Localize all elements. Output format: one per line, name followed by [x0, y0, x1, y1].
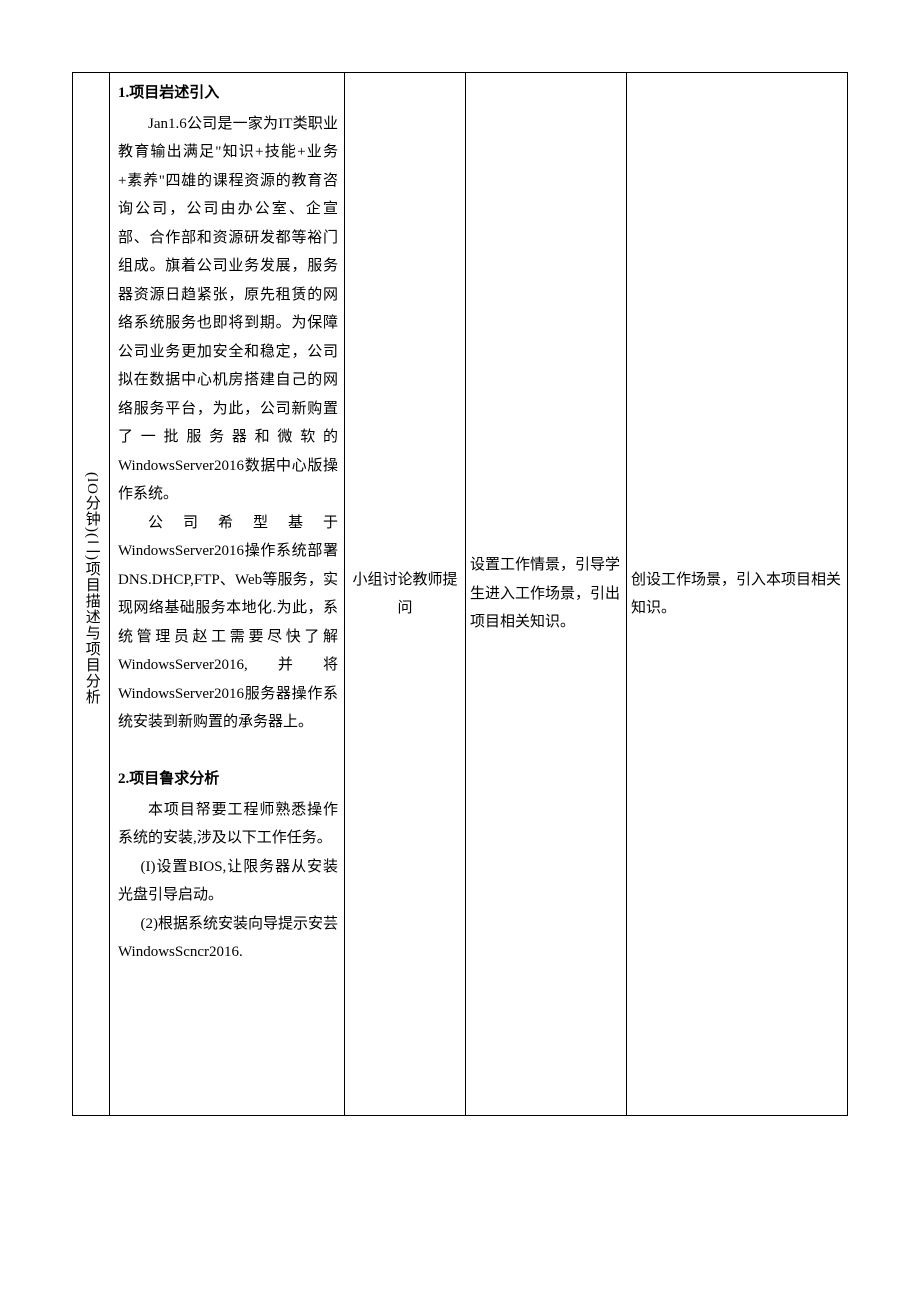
content-cell: 1.项目岩述引入 Jan1.6公司是一家为IT类职业教育输出满足"知识+技能+业… [110, 73, 345, 1116]
blank-line [118, 737, 338, 766]
blank-line [118, 1052, 338, 1081]
task-2: (2)根据系统安装向导提示安芸WindowsScncr2016. [118, 910, 338, 967]
student-activity-cell: 设置工作情景，引导学生进入工作场景，引出项目相关知识。 [466, 73, 627, 1116]
page-container: (lO分钟)(二)项目描述与项目分析 1.项目岩述引入 Jan1.6公司是一家为… [0, 0, 920, 1188]
method-cell: 小组讨论教师提问 [345, 73, 466, 1116]
paragraph-3: 本项目帑要工程师熟悉操作系统的安装,涉及以下工作任务。 [118, 796, 338, 853]
task-1: (I)设置BIOS,让限务器从安装光盘引导启动。 [118, 853, 338, 910]
blank-line [118, 1081, 338, 1110]
paragraph-2: 公司希型基于WindowsServer2016操作系统部署DNS.DHCP,FT… [118, 509, 338, 737]
paragraph-1: Jan1.6公司是一家为IT类职业教育输出满足"知识+技能+业务+素养"四雄的课… [118, 110, 338, 509]
section1-title: 1.项目岩述引入 [118, 79, 338, 108]
blank-line [118, 995, 338, 1024]
row-label-cell: (lO分钟)(二)项目描述与项目分析 [73, 73, 110, 1116]
table-row: (lO分钟)(二)项目描述与项目分析 1.项目岩述引入 Jan1.6公司是一家为… [73, 73, 848, 1116]
row-label-text: (lO分钟)(二)项目描述与项目分析 [81, 472, 101, 705]
section2-title: 2.项目鲁求分析 [118, 765, 338, 794]
blank-line [118, 1024, 338, 1053]
design-intent-cell: 创设工作场景，引入本项目相关知识。 [627, 73, 848, 1116]
blank-line [118, 967, 338, 996]
lesson-plan-table: (lO分钟)(二)项目描述与项目分析 1.项目岩述引入 Jan1.6公司是一家为… [72, 72, 848, 1116]
